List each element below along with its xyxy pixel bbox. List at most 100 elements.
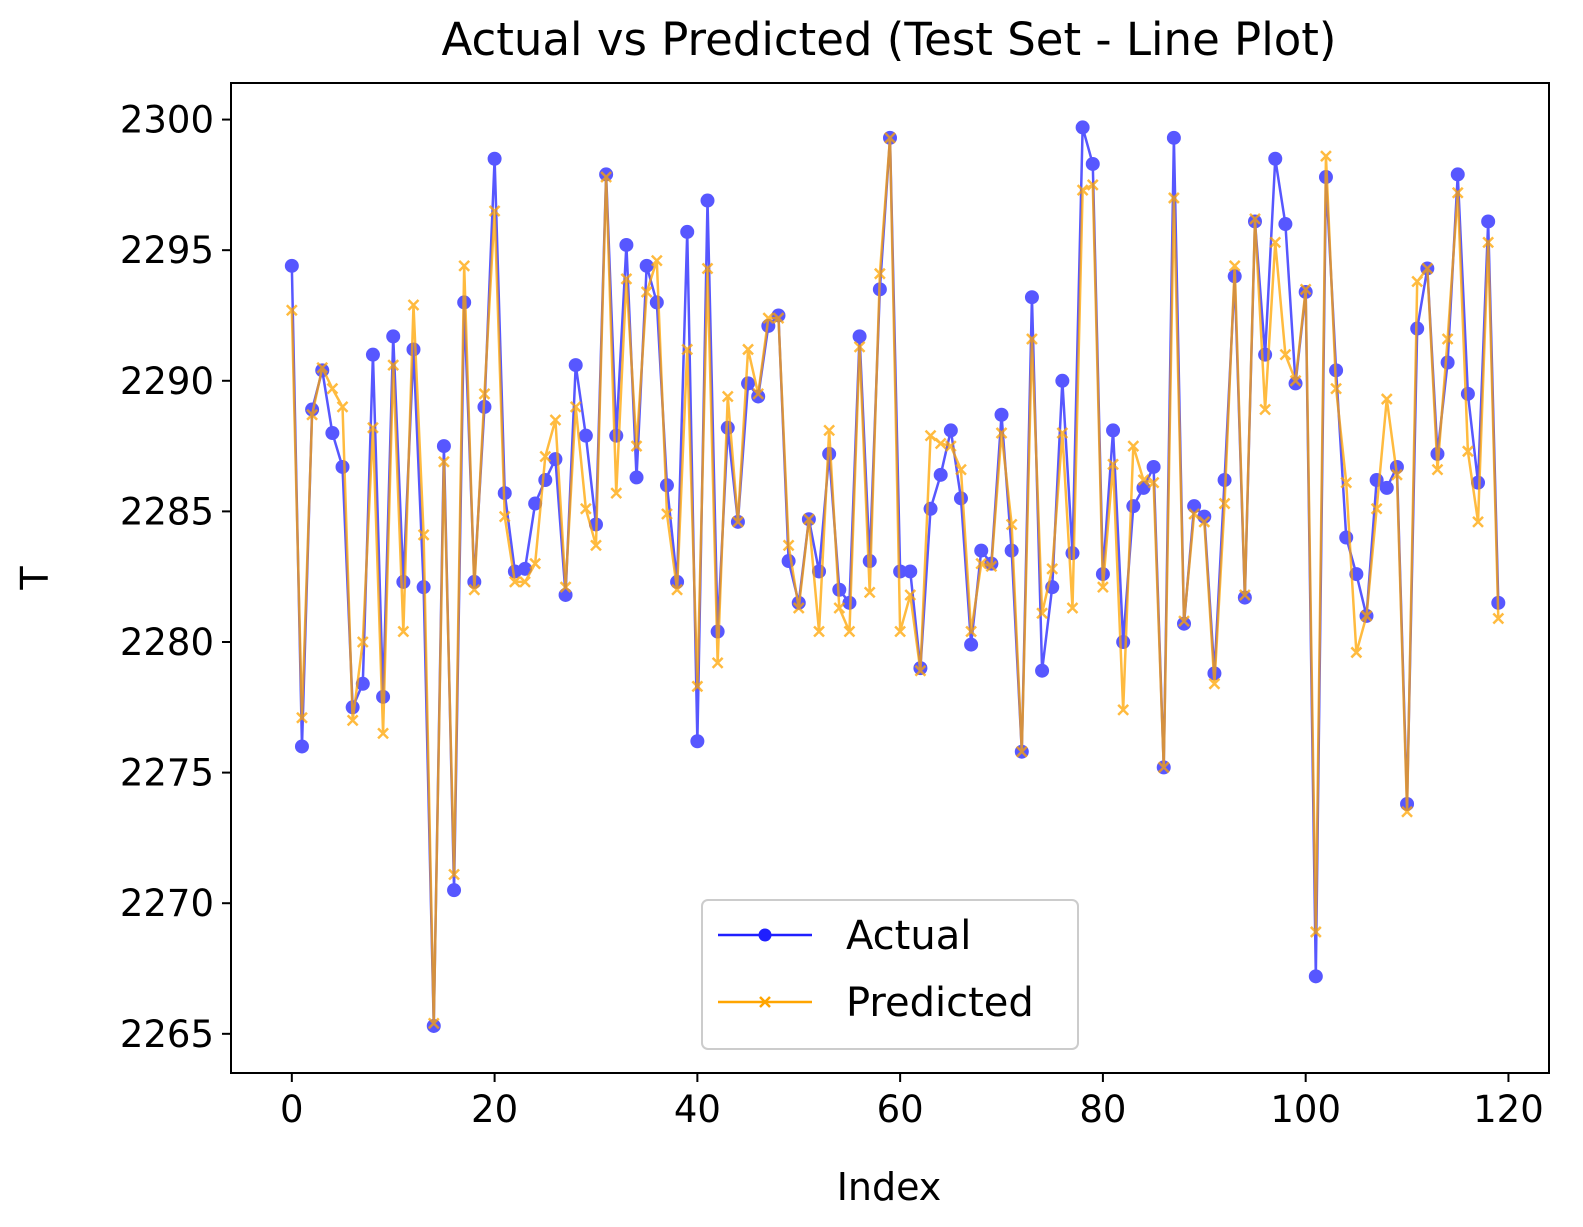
point-predicted-82 xyxy=(1117,704,1130,716)
point-predicted-44 xyxy=(732,515,744,528)
point-actual-66 xyxy=(953,491,968,506)
point-predicted-8 xyxy=(367,421,379,434)
point-predicted-57 xyxy=(863,586,876,599)
point-predicted-28 xyxy=(569,401,582,413)
point-actual-1 xyxy=(294,739,309,754)
point-actual-27 xyxy=(558,587,573,602)
point-actual-88 xyxy=(1177,616,1192,631)
point-predicted-58 xyxy=(873,267,886,280)
series-actual xyxy=(284,120,1506,1033)
point-actual-41 xyxy=(700,193,715,208)
point-predicted-27 xyxy=(559,581,572,594)
point-actual-5 xyxy=(335,459,350,474)
point-predicted-92 xyxy=(1218,497,1231,510)
point-predicted-45 xyxy=(742,343,754,356)
point-actual-84 xyxy=(1136,480,1151,495)
point-predicted-46 xyxy=(752,387,765,400)
legend-label-predicted: Predicted xyxy=(846,980,1034,1026)
point-predicted-87 xyxy=(1167,192,1180,204)
point-actual-10 xyxy=(386,329,401,344)
point-predicted-99 xyxy=(1289,374,1302,387)
point-predicted-43 xyxy=(721,390,734,403)
point-actual-118 xyxy=(1481,214,1496,229)
point-actual-45 xyxy=(741,376,756,391)
point-actual-101 xyxy=(1308,969,1323,984)
point-actual-97 xyxy=(1268,151,1283,166)
x-tick-label-4: 80 xyxy=(1079,1088,1126,1131)
point-actual-23 xyxy=(518,561,533,576)
point-predicted-51 xyxy=(803,513,815,526)
point-actual-63 xyxy=(923,501,938,516)
y-tick-label-3: 2280 xyxy=(120,621,214,664)
point-predicted-5 xyxy=(336,401,349,413)
plot-frame xyxy=(230,82,1550,1074)
point-predicted-69 xyxy=(985,560,998,573)
point-actual-78 xyxy=(1075,120,1090,135)
point-predicted-70 xyxy=(995,427,1008,439)
point-predicted-117 xyxy=(1472,515,1484,528)
point-predicted-35 xyxy=(640,286,653,298)
point-predicted-41 xyxy=(701,262,714,275)
point-actual-70 xyxy=(994,407,1009,422)
x-tick-label-1: 20 xyxy=(471,1088,518,1131)
point-predicted-49 xyxy=(782,539,795,552)
point-predicted-15 xyxy=(438,455,450,468)
y-tick-label-0: 2265 xyxy=(120,1013,214,1056)
y-tick-label-6: 2295 xyxy=(120,229,214,272)
point-predicted-94 xyxy=(1238,589,1251,601)
x-tick-label-3: 60 xyxy=(877,1088,924,1131)
point-predicted-102 xyxy=(1320,150,1332,163)
point-actual-15 xyxy=(436,439,451,454)
point-actual-73 xyxy=(1024,290,1039,305)
point-predicted-74 xyxy=(1036,607,1048,620)
legend-marker-predicted xyxy=(759,996,771,1008)
point-predicted-24 xyxy=(529,557,542,570)
point-predicted-116 xyxy=(1462,445,1474,458)
point-predicted-21 xyxy=(498,510,511,523)
point-predicted-83 xyxy=(1127,440,1140,452)
point-predicted-52 xyxy=(813,625,825,638)
point-actual-8 xyxy=(365,347,380,362)
point-predicted-77 xyxy=(1066,602,1079,614)
series-layer xyxy=(284,120,1506,1033)
point-predicted-78 xyxy=(1076,184,1089,196)
point-predicted-30 xyxy=(590,539,602,552)
point-predicted-93 xyxy=(1228,259,1241,272)
point-predicted-64 xyxy=(934,437,947,450)
point-actual-99 xyxy=(1288,376,1303,391)
point-actual-104 xyxy=(1339,530,1354,545)
point-actual-29 xyxy=(578,428,593,443)
point-predicted-7 xyxy=(356,636,369,648)
y-tick-label-4: 2285 xyxy=(120,490,214,533)
point-predicted-47 xyxy=(762,312,775,324)
point-predicted-85 xyxy=(1147,476,1160,489)
point-predicted-10 xyxy=(387,359,400,371)
point-predicted-14 xyxy=(427,1017,440,1030)
y-axis: 2265 2270 2275 2280 2285 2290 2295 2300 xyxy=(120,99,231,1056)
point-predicted-109 xyxy=(1391,468,1403,481)
point-predicted-59 xyxy=(884,131,896,144)
point-predicted-113 xyxy=(1431,463,1444,476)
point-predicted-115 xyxy=(1451,186,1464,199)
point-actual-33 xyxy=(619,237,634,252)
point-actual-94 xyxy=(1237,590,1252,605)
chart-title: Actual vs Predicted (Test Set - Line Plo… xyxy=(442,13,1337,66)
point-predicted-107 xyxy=(1370,502,1383,515)
point-predicted-13 xyxy=(417,529,430,541)
point-predicted-106 xyxy=(1360,609,1373,622)
point-predicted-60 xyxy=(894,625,907,638)
y-axis-label: T xyxy=(13,566,57,591)
point-actual-114 xyxy=(1440,355,1455,370)
x-tick-label-5: 100 xyxy=(1270,1088,1341,1131)
point-predicted-84 xyxy=(1137,474,1150,486)
point-actual-20 xyxy=(487,151,502,166)
point-predicted-55 xyxy=(843,625,856,638)
point-predicted-38 xyxy=(671,583,683,596)
point-predicted-0 xyxy=(285,304,298,317)
point-predicted-61 xyxy=(904,589,917,601)
point-predicted-65 xyxy=(944,440,957,452)
point-predicted-34 xyxy=(630,440,643,452)
point-actual-61 xyxy=(903,564,918,579)
point-actual-67 xyxy=(964,637,979,652)
point-actual-46 xyxy=(751,389,766,404)
